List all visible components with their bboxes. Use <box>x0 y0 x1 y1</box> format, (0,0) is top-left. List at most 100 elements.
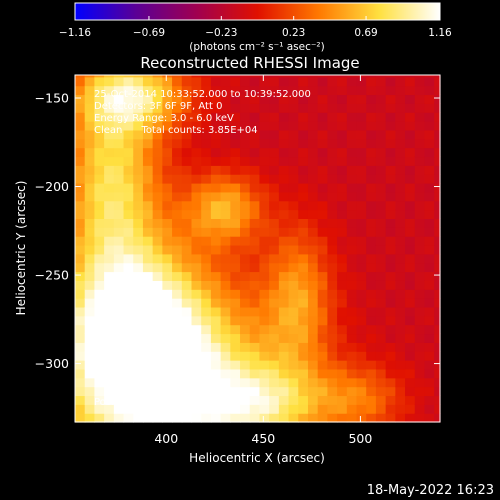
heatmap-cell <box>240 85 251 96</box>
heatmap-cell <box>346 386 358 397</box>
heatmap-cell <box>249 360 261 370</box>
heatmap-cell <box>259 395 270 405</box>
heatmap-cell <box>181 75 193 78</box>
heatmap-cell <box>201 395 212 405</box>
heatmap-cell <box>434 413 441 423</box>
heatmap-cell <box>385 165 396 175</box>
heatmap-cell <box>424 360 435 370</box>
heatmap-cell <box>327 404 338 414</box>
heatmap-cell <box>123 236 134 246</box>
heatmap-cell <box>94 377 105 388</box>
heatmap-cell <box>434 121 441 131</box>
heatmap-cell <box>375 75 387 78</box>
heatmap-cell <box>172 395 183 405</box>
x-tick-label: 450 <box>251 431 275 446</box>
heatmap-cell <box>230 182 241 193</box>
heatmap-cell <box>424 182 435 193</box>
heatmap-cell <box>181 368 193 379</box>
heatmap-cell <box>172 165 183 175</box>
heatmap-cell <box>230 147 241 158</box>
heatmap-cell <box>288 253 299 264</box>
heatmap-cell <box>201 360 212 370</box>
heatmap-cell <box>113 306 125 317</box>
heatmap-cell <box>434 377 441 388</box>
heatmap-cell <box>220 324 231 335</box>
heatmap-cell <box>414 200 426 211</box>
heatmap-cell <box>152 280 163 290</box>
heatmap-cell <box>104 227 115 237</box>
heatmap-cell <box>191 244 202 255</box>
heatmap-cell <box>230 85 241 96</box>
heatmap-cell <box>240 103 251 113</box>
heatmap-cell <box>346 342 358 352</box>
heatmap-cell <box>181 271 193 281</box>
heatmap-cell <box>133 165 144 175</box>
heatmap-cell <box>113 156 125 166</box>
heatmap-cell <box>162 280 173 290</box>
heatmap-cell <box>434 147 441 158</box>
heatmap-cell <box>288 315 299 326</box>
heatmap-cell <box>240 227 251 237</box>
heatmap-cell <box>307 85 319 96</box>
heatmap-cell <box>84 227 96 237</box>
heatmap-cell <box>288 156 299 166</box>
heatmap-cell <box>307 94 319 104</box>
heatmap-cell <box>104 236 115 246</box>
heatmap-cell <box>395 165 406 175</box>
heatmap-cell <box>210 147 222 158</box>
heatmap-cell <box>375 165 387 175</box>
heatmap-cell <box>307 324 319 335</box>
heatmap-cell <box>220 165 231 175</box>
heatmap-cell <box>152 147 163 158</box>
heatmap-cell <box>220 138 231 149</box>
heatmap-cell <box>104 271 115 281</box>
heatmap-cell <box>307 244 319 255</box>
heatmap-cell <box>191 324 202 335</box>
heatmap-cell <box>298 315 309 326</box>
heatmap-cell <box>94 182 105 193</box>
heatmap-cell <box>75 94 86 104</box>
heatmap-cell <box>210 165 222 175</box>
heatmap-cell <box>94 262 105 273</box>
heatmap-cell <box>288 112 299 122</box>
heatmap-cell <box>210 386 222 397</box>
heatmap-cell <box>434 174 441 184</box>
heatmap-cell <box>424 94 435 104</box>
heatmap-cell <box>434 200 441 211</box>
heatmap-cell <box>172 280 183 290</box>
heatmap-cell <box>327 360 338 370</box>
heatmap-cell <box>220 85 231 96</box>
heatmap-cell <box>113 182 125 193</box>
heatmap-cell <box>84 174 96 184</box>
heatmap-cell <box>317 94 328 104</box>
heatmap-cell <box>366 129 377 140</box>
heatmap-cell <box>424 368 435 379</box>
heatmap-cell <box>346 271 358 281</box>
heatmap-cell <box>152 200 163 211</box>
heatmap-cell <box>133 174 144 184</box>
heatmap-cell <box>75 191 86 202</box>
heatmap-cell <box>191 200 202 211</box>
heatmap-cell <box>104 85 115 96</box>
heatmap-cell <box>346 191 358 202</box>
heatmap-cell <box>385 218 396 228</box>
heatmap-cell <box>220 191 231 202</box>
heatmap-cell <box>395 182 406 193</box>
peak-position-label: Position of Peak = [403,-334] <box>94 397 240 408</box>
heatmap-cell <box>181 182 193 193</box>
heatmap-cell <box>75 112 86 122</box>
heatmap-cell <box>356 165 367 175</box>
heatmap-cell <box>220 368 231 379</box>
heatmap-cell <box>181 253 193 264</box>
heatmap-cell <box>210 324 222 335</box>
heatmap-cell <box>288 360 299 370</box>
heatmap-cell <box>181 280 193 290</box>
heatmap-cell <box>278 289 290 299</box>
heatmap-cell <box>220 218 231 228</box>
heatmap-cell <box>405 404 416 414</box>
heatmap-cell <box>375 377 387 388</box>
heatmap-cell <box>249 324 261 335</box>
heatmap-cell <box>230 112 241 122</box>
heatmap-cell <box>259 351 270 361</box>
heatmap-cell <box>269 262 280 273</box>
